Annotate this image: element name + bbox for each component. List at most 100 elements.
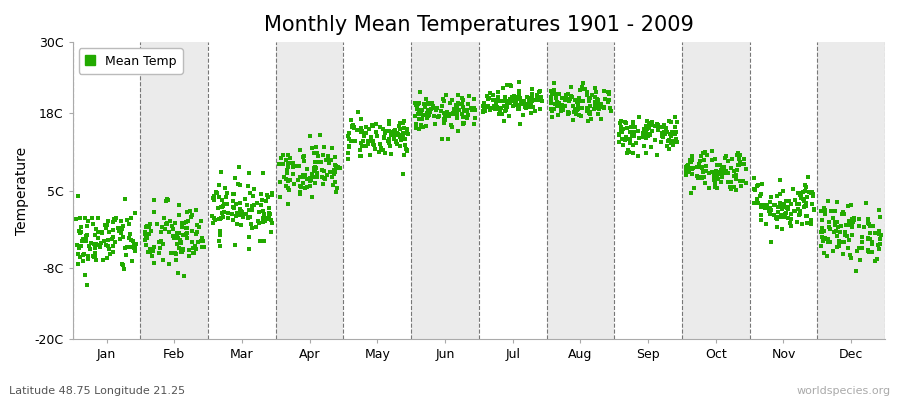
Point xyxy=(261,193,275,200)
Point xyxy=(793,208,807,214)
Point xyxy=(840,233,854,239)
Point xyxy=(212,216,227,222)
Point xyxy=(108,238,122,245)
Point xyxy=(168,256,183,263)
Point xyxy=(508,94,522,100)
Point xyxy=(70,242,85,248)
Point xyxy=(365,122,380,128)
Point xyxy=(344,116,358,123)
Point xyxy=(327,168,341,175)
Point xyxy=(146,248,160,254)
Point xyxy=(863,222,878,229)
Point xyxy=(291,177,305,183)
Point xyxy=(705,157,719,163)
Point xyxy=(482,107,497,114)
Point xyxy=(320,152,335,159)
Point xyxy=(520,94,535,100)
Point xyxy=(491,94,505,100)
Point xyxy=(342,130,356,136)
Point xyxy=(602,91,616,97)
Point xyxy=(552,90,566,97)
Point xyxy=(123,244,138,250)
Point xyxy=(182,247,196,254)
Point xyxy=(764,239,778,246)
Point xyxy=(419,115,434,122)
Point xyxy=(571,102,585,109)
Point xyxy=(642,124,656,131)
Point xyxy=(174,240,188,246)
Point xyxy=(344,138,358,144)
Point xyxy=(128,210,142,216)
Point xyxy=(512,103,526,109)
Point xyxy=(447,107,462,113)
Point xyxy=(642,122,656,129)
Point xyxy=(444,122,458,128)
Point xyxy=(834,211,849,218)
Point xyxy=(354,140,368,146)
Point xyxy=(341,133,356,139)
Point xyxy=(382,128,396,134)
Point xyxy=(491,89,505,96)
Point xyxy=(580,107,595,114)
Point xyxy=(564,84,579,90)
Point xyxy=(250,199,265,206)
Point xyxy=(205,213,220,220)
Point xyxy=(281,164,295,170)
Point xyxy=(522,98,536,104)
Point xyxy=(328,169,342,175)
Point xyxy=(226,197,240,204)
Point xyxy=(129,241,143,248)
Point xyxy=(737,156,751,163)
Point xyxy=(491,106,506,112)
Point xyxy=(276,152,291,158)
Point xyxy=(78,232,93,239)
Point xyxy=(72,215,86,222)
Point xyxy=(165,223,179,229)
Point xyxy=(182,253,196,259)
Point xyxy=(857,224,871,230)
Point xyxy=(751,200,765,206)
Point xyxy=(410,125,424,132)
Point xyxy=(724,178,738,185)
Point xyxy=(571,96,585,103)
Point xyxy=(365,138,380,145)
Point xyxy=(442,111,456,117)
Point xyxy=(598,105,612,111)
Point xyxy=(141,230,156,237)
Point xyxy=(183,208,197,214)
Point xyxy=(499,104,513,110)
Point xyxy=(554,106,569,112)
Point xyxy=(814,225,829,231)
Point xyxy=(328,164,343,170)
Point xyxy=(500,104,514,110)
Point xyxy=(636,134,651,140)
Point xyxy=(212,216,227,222)
Point xyxy=(213,169,228,176)
Point xyxy=(847,215,861,222)
Point xyxy=(354,116,368,122)
Point xyxy=(814,243,829,250)
Point xyxy=(232,164,247,170)
Point xyxy=(662,118,677,124)
Point xyxy=(488,106,502,112)
Point xyxy=(481,103,495,110)
Point xyxy=(124,215,139,221)
Point xyxy=(310,153,325,159)
Point xyxy=(497,102,511,109)
Point xyxy=(212,182,227,188)
Point xyxy=(820,253,834,259)
Point xyxy=(361,139,375,146)
Point xyxy=(382,136,396,142)
Point xyxy=(689,164,704,170)
Point xyxy=(784,222,798,229)
Point xyxy=(81,256,95,262)
Point xyxy=(631,128,645,134)
Point xyxy=(498,94,512,100)
Point xyxy=(212,232,227,238)
Point xyxy=(491,111,506,117)
Point xyxy=(346,122,361,128)
Point xyxy=(685,157,699,163)
Point xyxy=(397,152,411,158)
Point xyxy=(750,183,764,190)
Point xyxy=(796,189,811,195)
